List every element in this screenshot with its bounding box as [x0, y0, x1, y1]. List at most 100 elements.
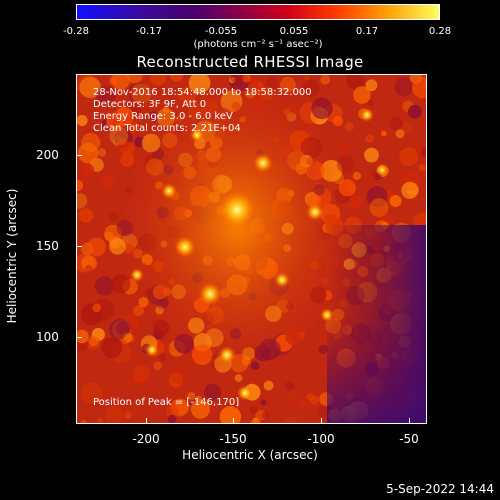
- texture-speck: [204, 383, 222, 401]
- y-tick-label: 150: [36, 239, 59, 253]
- clean-total-counts-label: Clean Total counts: 2.21E+04: [93, 123, 241, 134]
- texture-speck: [77, 329, 89, 344]
- emission-blob: [360, 108, 374, 122]
- rhessi-image-plot: 28-Nov-2016 18:54:48.000 to 18:58:32.000…: [76, 74, 427, 424]
- texture-speck: [332, 115, 343, 127]
- y-tick-label: 200: [36, 148, 59, 162]
- texture-speck: [364, 147, 379, 163]
- texture-speck: [79, 76, 101, 99]
- texture-speck: [97, 148, 107, 157]
- texture-speck: [418, 164, 426, 172]
- emission-blob: [274, 272, 290, 288]
- texture-speck: [165, 404, 179, 418]
- texture-speck: [190, 399, 210, 419]
- x-tick-label: -100: [307, 432, 335, 446]
- texture-speck: [401, 181, 419, 199]
- texture-speck: [394, 77, 414, 97]
- emission-blob: [198, 282, 222, 306]
- texture-speck: [310, 395, 320, 405]
- texture-speck: [320, 75, 331, 85]
- texture-speck: [109, 76, 119, 85]
- texture-speck: [411, 77, 426, 99]
- texture-speck: [104, 231, 113, 241]
- x-tick-mark: [321, 418, 322, 424]
- colorbar-tick-label: 0.28: [428, 26, 452, 37]
- emission-blob: [237, 385, 253, 401]
- texture-speck: [407, 104, 422, 119]
- texture-speck: [284, 381, 295, 391]
- texture-speck: [81, 255, 97, 272]
- plot-title: Reconstructed RHESSI Image: [136, 53, 364, 71]
- texture-speck: [132, 364, 150, 382]
- texture-speck: [250, 418, 262, 423]
- texture-speck: [96, 417, 104, 423]
- texture-speck: [299, 400, 307, 408]
- texture-speck: [88, 335, 99, 347]
- peak-position-label: Position of Peak = [-146,170]: [93, 397, 240, 408]
- texture-speck: [401, 122, 413, 134]
- texture-speck: [132, 373, 145, 386]
- texture-speck: [127, 121, 139, 133]
- emission-blob: [217, 190, 257, 230]
- texture-speck: [122, 128, 130, 137]
- texture-speck: [123, 333, 133, 343]
- texture-speck: [149, 75, 166, 86]
- texture-speck: [318, 344, 328, 354]
- texture-speck: [283, 416, 298, 423]
- x-tick-label: -150: [219, 432, 247, 446]
- detectors-label: Detectors: 3F 9F, Att 0: [93, 99, 207, 110]
- texture-speck: [287, 393, 296, 403]
- x-tick-label: -200: [132, 432, 160, 446]
- texture-speck: [167, 414, 177, 423]
- texture-speck: [234, 374, 243, 382]
- texture-speck: [77, 193, 88, 209]
- texture-speck: [109, 211, 119, 222]
- x-tick-mark: [409, 418, 410, 424]
- emission-blob: [190, 128, 204, 142]
- colorbar-units-label: (photons cm⁻² s⁻¹ asec⁻²): [193, 39, 323, 50]
- texture-speck: [109, 126, 129, 146]
- texture-speck: [365, 134, 375, 143]
- texture-speck: [366, 186, 388, 208]
- texture-speck: [109, 319, 130, 340]
- plot-date-stamp: 5-Sep-2022 14:44: [386, 482, 494, 496]
- colorbar: [76, 4, 440, 20]
- texture-speck: [380, 130, 387, 137]
- colorbar-tick-label: 0.055: [279, 26, 309, 37]
- texture-speck: [249, 405, 258, 415]
- texture-speck: [80, 419, 87, 423]
- texture-speck: [352, 171, 361, 180]
- texture-speck: [184, 391, 194, 400]
- texture-speck: [305, 98, 312, 104]
- observation-time-label: 28-Nov-2016 18:54:48.000 to 18:58:32.000: [93, 87, 312, 98]
- texture-speck: [81, 132, 101, 153]
- y-tick-mark: [76, 246, 82, 247]
- texture-speck: [389, 195, 402, 207]
- texture-speck: [77, 114, 88, 127]
- texture-speck: [102, 85, 115, 98]
- texture-speck: [306, 392, 314, 401]
- texture-speck: [367, 100, 374, 107]
- texture-speck: [126, 75, 143, 84]
- x-tick-mark: [146, 418, 147, 424]
- y-tick-mark: [76, 155, 82, 156]
- texture-speck: [94, 276, 115, 296]
- texture-speck: [168, 364, 189, 384]
- texture-speck: [136, 363, 147, 375]
- texture-speck: [87, 237, 106, 257]
- texture-speck: [101, 94, 111, 104]
- texture-speck: [421, 145, 426, 159]
- emission-blob: [218, 346, 236, 364]
- texture-speck: [80, 382, 103, 405]
- x-tick-mark: [233, 418, 234, 424]
- x-axis-label: Heliocentric X (arcsec): [182, 448, 318, 462]
- emission-sources: [130, 108, 388, 401]
- x-tick-label: -50: [399, 432, 419, 446]
- emission-blob: [306, 203, 324, 221]
- emission-blob: [253, 153, 273, 173]
- texture-speck: [303, 75, 310, 81]
- texture-speck: [105, 405, 124, 423]
- texture-speck: [77, 236, 85, 249]
- texture-speck: [399, 147, 419, 167]
- texture-speck: [344, 122, 354, 132]
